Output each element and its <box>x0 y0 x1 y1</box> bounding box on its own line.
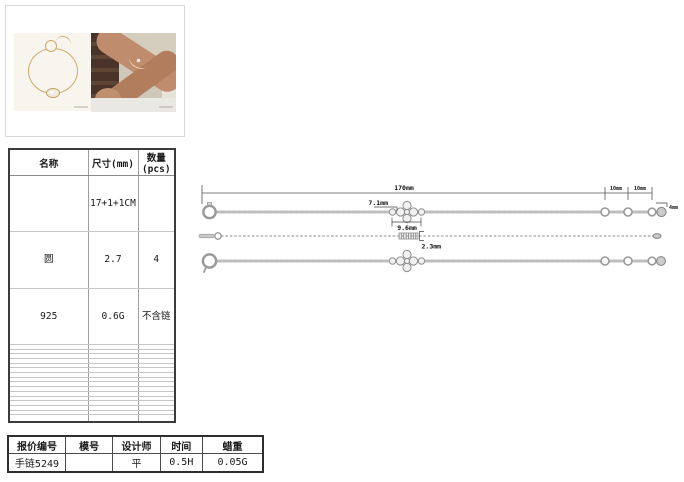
info-header-wax-weight: 蜡重 <box>201 435 264 454</box>
info-header-quote-no: 报价编号 <box>7 435 66 454</box>
chain-front-view-clean <box>201 249 666 273</box>
charm-width-label: 9.6mm <box>397 224 417 232</box>
spec-header-row: 名称 尺寸(mm) 数量(pcs) <box>8 148 176 176</box>
product-photo-bracelet <box>14 33 91 111</box>
end-tag <box>656 206 667 218</box>
total-length-label: 170mm <box>394 184 414 192</box>
thickness-label: 2.3mm <box>422 243 442 251</box>
info-header-row: 报价编号 模号 设计师 时间 蜡重 <box>7 435 264 454</box>
length-dimension: 170mm 10mm 10mm <box>201 184 653 204</box>
extension-jump-ring <box>623 207 633 217</box>
clasp-lever <box>203 266 207 273</box>
info-header-mold-no: 模号 <box>64 435 114 454</box>
end-tag-label: 4mm <box>669 205 678 211</box>
extension2-label: 10mm <box>634 186 646 192</box>
spring-ring-clasp <box>201 253 218 269</box>
bracelet-clasp <box>45 40 57 52</box>
charm-width-dimension: 9.6mm <box>391 217 422 232</box>
reference-photo-panel <box>5 5 185 137</box>
end-tag-side <box>652 233 662 239</box>
clasp-side-ring <box>214 232 222 240</box>
info-header-designer: 设计师 <box>112 435 161 454</box>
spec-empty-row <box>8 414 176 423</box>
time-value: 0.5H <box>159 453 203 473</box>
clasp-side-bar <box>198 233 215 239</box>
photo-watermark <box>159 106 173 108</box>
spec-row-length: 17+1+1CM <box>8 174 176 233</box>
spec-header-size: 尺寸(mm) <box>87 148 139 176</box>
info-header-time: 时间 <box>159 435 203 454</box>
quote-info-table: 报价编号 模号 设计师 时间 蜡重 手链5249 平 0.5H 0.05G <box>7 435 264 473</box>
model-photo-wrist <box>91 33 176 112</box>
spec-row-stone: 圆 2.7 4 <box>8 231 176 289</box>
mold-number <box>64 453 114 473</box>
clover-charm <box>388 200 426 224</box>
extension-jump-ring <box>600 256 610 266</box>
wax-weight-value: 0.05G <box>201 453 264 473</box>
extension-jump-ring <box>600 207 610 217</box>
technical-drawing: 170mm 10mm 10mm 4mm 7.1mm <box>198 184 678 273</box>
spec-header-name: 名称 <box>8 148 89 176</box>
photo-fabric <box>91 98 176 112</box>
end-tag <box>656 256 666 266</box>
bracelet-charm <box>46 88 60 98</box>
spec-row-metal: 925 0.6G 不含链 <box>8 287 176 345</box>
charm-side-view <box>398 232 419 240</box>
worn-bracelet-charm <box>137 59 140 62</box>
designer-name: 平 <box>112 453 161 473</box>
spring-ring-clasp <box>202 204 217 220</box>
extension-jump-ring <box>647 207 657 217</box>
info-value-row: 手链5249 平 0.5H 0.05G <box>7 453 264 473</box>
extension-jump-ring <box>623 256 633 266</box>
chain-side-view: 2.3mm <box>198 231 662 251</box>
quote-number: 手链5249 <box>7 453 66 473</box>
charm-height-label: 7.1mm <box>368 199 388 207</box>
extension-jump-ring <box>647 256 657 266</box>
photo-watermark <box>74 106 88 108</box>
extension1-label: 10mm <box>610 186 622 192</box>
charm-height-dimension: 7.1mm <box>368 199 398 211</box>
thickness-dimension: 2.3mm <box>419 231 442 251</box>
bracelet-extension-chain <box>55 34 73 48</box>
clover-charm <box>388 249 426 273</box>
chain-front-view: 4mm 7.1mm 9.6mm <box>202 199 678 232</box>
spec-table: 名称 尺寸(mm) 数量(pcs) 17+1+1CM 圆 2.7 4 925 0… <box>8 148 176 423</box>
spec-header-qty: 数量(pcs) <box>137 148 176 176</box>
